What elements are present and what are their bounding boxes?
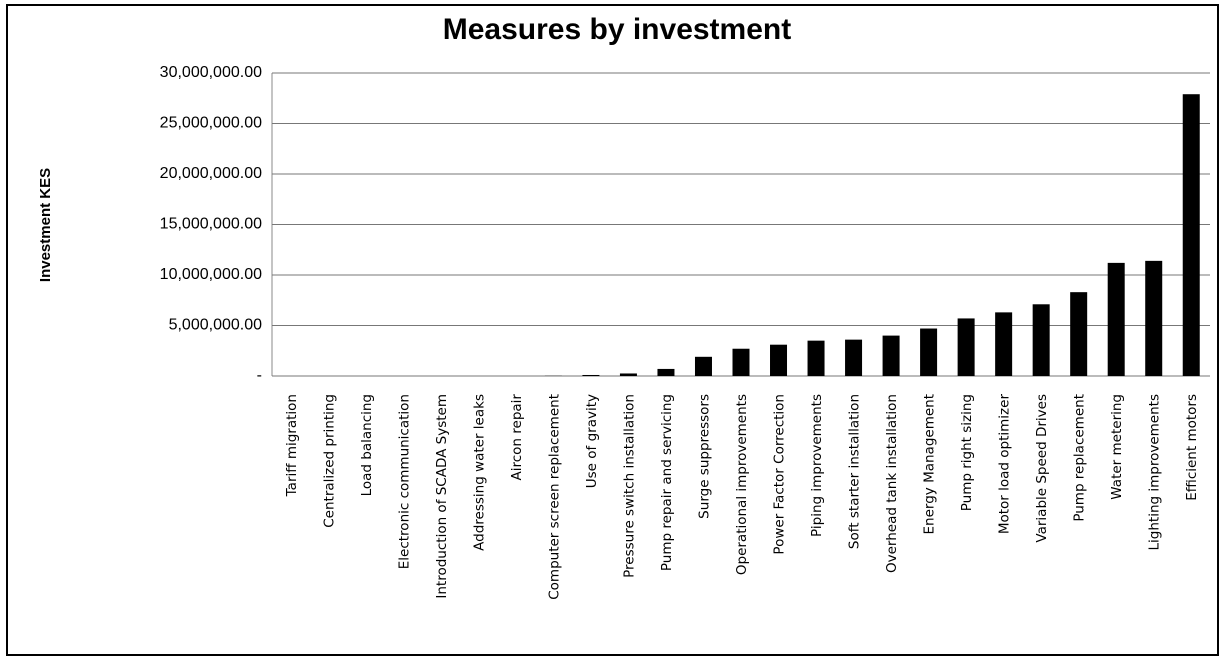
x-tick-label: Power Factor Correction xyxy=(772,394,788,555)
bar xyxy=(882,335,900,376)
bar xyxy=(957,318,975,376)
x-tick-label: Introduction of SCADA System xyxy=(434,394,450,599)
y-tick-label: - xyxy=(257,367,262,384)
x-tick-label: Pump replacement xyxy=(1072,394,1088,522)
chart-title: Measures by investment xyxy=(443,13,791,46)
bar xyxy=(582,374,600,376)
x-tick-label: Water metering xyxy=(1109,394,1125,500)
x-tick-label: Use of gravity xyxy=(584,394,600,488)
x-tick-label: Electronic communication xyxy=(396,394,412,569)
y-tick-label: 5,000,000.00 xyxy=(169,317,263,334)
bar xyxy=(694,356,712,376)
bar xyxy=(1182,94,1200,377)
chart-border xyxy=(6,4,1219,656)
x-tick-label: Load balancing xyxy=(359,394,375,496)
x-tick-label: Overhead tank installation xyxy=(884,394,900,573)
x-tick-label: Pressure switch installation xyxy=(621,394,637,578)
bar xyxy=(807,340,825,376)
y-tick-label: 10,000,000.00 xyxy=(160,266,262,283)
bar xyxy=(920,328,938,376)
bar xyxy=(657,368,675,376)
bar xyxy=(619,373,637,376)
y-axis-title: Investment KES xyxy=(37,168,54,282)
x-tick-label: Motor load optimizer xyxy=(997,394,1013,535)
bar xyxy=(770,344,788,376)
bar xyxy=(732,348,750,376)
x-tick-label: Computer screen replacement xyxy=(546,394,562,600)
x-tick-label: Piping improvements xyxy=(809,394,825,537)
bar xyxy=(1070,292,1088,376)
x-tick-label: Energy Management xyxy=(922,394,938,534)
y-tick-label: 20,000,000.00 xyxy=(160,165,262,182)
x-tick-label: Centralized printing xyxy=(321,394,337,528)
bar xyxy=(1145,260,1163,376)
bar xyxy=(845,339,863,376)
x-tick-label: Lighting improvements xyxy=(1147,394,1163,550)
x-tick-label: Soft starter installation xyxy=(847,394,863,549)
y-tick-label: 30,000,000.00 xyxy=(160,64,262,81)
x-tick-label: Pump repair and servicing xyxy=(659,394,675,571)
x-tick-label: Operational improvements xyxy=(734,394,750,575)
x-tick-label: Variable Speed Drives xyxy=(1034,394,1050,543)
x-tick-label: Tariff migration xyxy=(284,394,300,497)
x-tick-label: Efficient motors xyxy=(1184,394,1200,501)
x-tick-label: Surge suppressors xyxy=(696,394,712,519)
bar xyxy=(995,312,1013,376)
y-tick-label: 25,000,000.00 xyxy=(160,115,262,132)
bar xyxy=(1107,262,1125,376)
bar xyxy=(1032,304,1050,376)
x-tick-label: Pump right sizing xyxy=(959,394,975,511)
y-tick-label: 15,000,000.00 xyxy=(160,216,262,233)
x-tick-label: Addressing water leaks xyxy=(471,394,487,551)
x-tick-label: Aircon repair xyxy=(509,394,525,481)
